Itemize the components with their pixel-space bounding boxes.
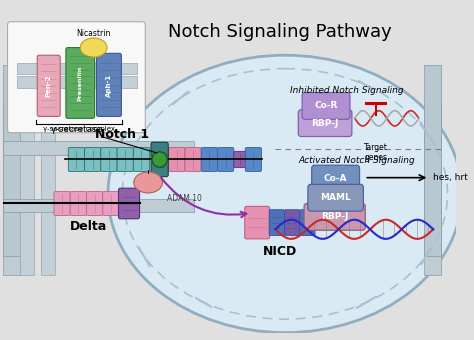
FancyBboxPatch shape (103, 191, 119, 216)
Ellipse shape (108, 55, 462, 333)
Text: RBP-J: RBP-J (321, 212, 348, 221)
Text: Notch Signaling Pathway: Notch Signaling Pathway (168, 23, 392, 41)
FancyBboxPatch shape (66, 48, 95, 118)
Text: Aph-1: Aph-1 (106, 73, 112, 97)
FancyBboxPatch shape (37, 55, 60, 116)
Text: ADAM 10: ADAM 10 (167, 194, 202, 203)
FancyBboxPatch shape (97, 53, 121, 116)
FancyBboxPatch shape (133, 148, 150, 171)
Text: Inhibited Notch Signaling: Inhibited Notch Signaling (290, 86, 404, 95)
Text: RBP-J: RBP-J (311, 119, 339, 128)
FancyBboxPatch shape (245, 148, 262, 171)
FancyBboxPatch shape (169, 148, 185, 171)
Bar (3, 103, 20, 275)
Bar (41, 103, 55, 275)
FancyBboxPatch shape (84, 148, 101, 171)
FancyBboxPatch shape (304, 203, 365, 230)
FancyBboxPatch shape (300, 210, 315, 236)
FancyBboxPatch shape (68, 148, 84, 171)
Text: Activated Notch Signaling: Activated Notch Signaling (298, 156, 415, 165)
Bar (17, 76, 137, 88)
Bar (20, 103, 34, 275)
Text: Notch 1: Notch 1 (95, 128, 149, 141)
FancyBboxPatch shape (151, 142, 168, 177)
Bar (3, 65, 20, 256)
Text: Co-A: Co-A (324, 174, 347, 183)
Text: Delta: Delta (70, 220, 108, 233)
Text: Co-R: Co-R (314, 101, 338, 110)
FancyBboxPatch shape (218, 148, 234, 171)
Bar (3, 141, 194, 155)
Ellipse shape (152, 152, 167, 167)
FancyBboxPatch shape (269, 210, 284, 236)
Text: NICD: NICD (263, 244, 297, 258)
Text: Target
genes: Target genes (364, 143, 388, 162)
Text: Nicastrin: Nicastrin (76, 29, 111, 38)
FancyBboxPatch shape (234, 151, 246, 168)
Bar (424, 103, 441, 275)
Ellipse shape (134, 172, 163, 193)
Text: γ-secretase complex: γ-secretase complex (43, 126, 115, 132)
FancyBboxPatch shape (117, 148, 133, 171)
FancyBboxPatch shape (284, 210, 300, 236)
FancyBboxPatch shape (118, 188, 139, 219)
FancyBboxPatch shape (86, 191, 103, 216)
Text: hes, hrt: hes, hrt (433, 173, 468, 182)
FancyBboxPatch shape (70, 191, 86, 216)
FancyBboxPatch shape (308, 184, 364, 211)
FancyBboxPatch shape (298, 110, 352, 137)
Ellipse shape (80, 38, 107, 57)
FancyBboxPatch shape (312, 165, 360, 192)
Text: Pen-2: Pen-2 (46, 74, 52, 97)
Text: γ-secretase: γ-secretase (51, 125, 157, 153)
FancyBboxPatch shape (185, 148, 201, 171)
FancyBboxPatch shape (245, 206, 270, 239)
FancyBboxPatch shape (302, 92, 350, 119)
FancyBboxPatch shape (101, 148, 117, 171)
Text: MAML: MAML (320, 193, 351, 202)
Bar (3, 199, 194, 212)
FancyBboxPatch shape (54, 191, 70, 216)
Bar (17, 63, 137, 74)
Bar (424, 65, 441, 256)
FancyBboxPatch shape (201, 148, 218, 171)
FancyBboxPatch shape (8, 22, 146, 133)
Text: Presenilin: Presenilin (78, 65, 83, 101)
